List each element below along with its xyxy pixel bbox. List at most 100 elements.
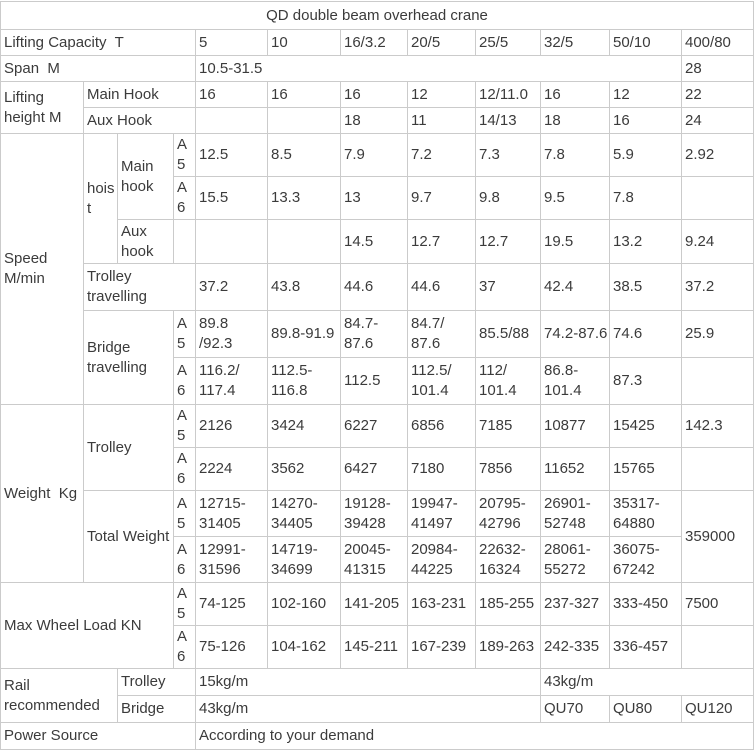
col-header: 20/5 xyxy=(407,29,476,56)
value-cell: 167-239 xyxy=(407,625,476,669)
value-cell: 10877 xyxy=(540,404,610,448)
value-cell: 242-335 xyxy=(540,625,610,669)
value-cell: 37.2 xyxy=(681,263,754,311)
value-cell: 2224 xyxy=(195,447,268,491)
value-cell: 16 xyxy=(609,107,682,134)
value-cell: 11 xyxy=(407,107,476,134)
table-row: Aux hook 14.5 12.7 12.7 19.5 13.2 9.24 xyxy=(1,219,754,264)
class-label-a5: A5 xyxy=(173,310,196,358)
col-header: 5 xyxy=(195,29,268,56)
value-cell xyxy=(195,107,268,134)
table-row: A6 15.5 13.3 13 9.7 9.8 9.5 7.8 xyxy=(1,176,754,220)
col-header: 400/80 xyxy=(681,29,754,56)
class-label-a5: A5 xyxy=(173,490,196,537)
value-cell: 43kg/m xyxy=(540,668,754,696)
table-row: Total Weight A5 12715- 31405 14270- 34405 19… xyxy=(1,490,754,583)
value-cell: 6856 xyxy=(407,404,476,448)
value-cell: 15765 xyxy=(609,447,682,491)
value-cell: 104-162 xyxy=(267,625,341,669)
value-cell xyxy=(681,357,754,405)
table-row: Trolley travelling 37.2 43.8 44.6 44.6 37 42.4… xyxy=(1,263,754,311)
value-cell: 43kg/m xyxy=(195,695,541,723)
value-cell: 15.5 xyxy=(195,176,268,220)
value-cell: 74-125 xyxy=(195,582,268,626)
class-label-a6: A6 xyxy=(173,447,196,491)
value-cell: 24 xyxy=(681,107,754,134)
class-label-a5: A5 xyxy=(173,582,196,626)
value-cell: 9.5 xyxy=(540,176,610,220)
value-cell: 141-205 xyxy=(340,582,408,626)
table-row: Weight Kg Trolley A5 2126 3424 6227 6856 7185 10… xyxy=(0,404,754,583)
table-row: Span M 10.5-31.5 28 xyxy=(0,55,754,82)
value-cell: 16 xyxy=(267,81,341,108)
value-cell: QU120 xyxy=(681,695,754,723)
value-cell: 20045- 41315 xyxy=(340,536,408,583)
value-cell: 12 xyxy=(609,81,682,108)
row-label-weight: Weight Kg xyxy=(0,404,84,583)
class-label-a5: A5 xyxy=(173,133,196,177)
value-cell: 16 xyxy=(340,81,408,108)
value-cell: 116.2/ 117.4 xyxy=(195,357,268,405)
value-cell: 18 xyxy=(340,107,408,134)
label-main-hook: Main Hook xyxy=(83,81,196,108)
table-row: Lifting Capacity T 5 10 16/3.2 20/5 25/5 32/5 5… xyxy=(0,29,754,56)
label-total-weight: Total Weight xyxy=(83,490,174,583)
value-cell: 12715- 31405 xyxy=(195,490,268,537)
value-cell: 7.8 xyxy=(609,176,682,220)
value-cell xyxy=(681,447,754,491)
value-cell: 145-211 xyxy=(340,625,408,669)
value-cell: 19128- 39428 xyxy=(340,490,408,537)
value-cell: 14/13 xyxy=(475,107,541,134)
value-cell: 14.5 xyxy=(340,219,408,264)
value-cell: 13.3 xyxy=(267,176,341,220)
value-cell: 19.5 xyxy=(540,219,610,264)
value-cell: 36075- 67242 xyxy=(609,536,682,583)
value-cell: 37 xyxy=(475,263,541,311)
value-cell: 142.3 xyxy=(681,404,754,448)
value-cell: 15kg/m xyxy=(195,668,541,696)
value-cell: 20984- 44225 xyxy=(407,536,476,583)
row-label-lifting-capacity: Lifting Capacity T xyxy=(0,29,196,56)
value-cell: 163-231 xyxy=(407,582,476,626)
table-row: Lifting height M Main Hook 16 16 16 12 12/11.0… xyxy=(0,81,754,134)
value-cell: 86.8- 101.4 xyxy=(540,357,610,405)
value-cell: 12 xyxy=(407,81,476,108)
row-label-rail-recommended: Rail recommended xyxy=(0,668,118,723)
value-cell: 189-263 xyxy=(475,625,541,669)
value-cell: 42.4 xyxy=(540,263,610,311)
value-cell: 84.7-87.6 xyxy=(340,310,408,358)
col-header: 32/5 xyxy=(540,29,610,56)
value-cell: 112/ 101.4 xyxy=(475,357,541,405)
value-cell: 19947- 41497 xyxy=(407,490,476,537)
col-header: 25/5 xyxy=(475,29,541,56)
value-cell: 28 xyxy=(681,55,754,82)
value-cell: 10.5-31.5 xyxy=(195,55,682,82)
value-cell: 5.9 xyxy=(609,133,682,177)
label-aux-hook: Aux Hook xyxy=(83,107,196,134)
class-label-a6: A6 xyxy=(173,625,196,669)
table-row: Power Source According to your demand xyxy=(0,722,754,750)
value-cell: 9.8 xyxy=(475,176,541,220)
value-cell: 112.5- 116.8 xyxy=(267,357,341,405)
value-cell: 112.5 xyxy=(340,357,408,405)
value-cell: 359000 xyxy=(681,490,754,583)
table-row: Bridge travelling A5 89.8 /92.3 89.8-91.9 84… xyxy=(1,310,754,405)
value-cell: 35317- 64880 xyxy=(609,490,682,537)
value-cell: QU70 xyxy=(540,695,610,723)
value-cell: 20795- 42796 xyxy=(475,490,541,537)
row-label-power-source: Power Source xyxy=(0,722,196,750)
class-label-a6: A6 xyxy=(173,536,196,583)
value-cell: 14719- 34699 xyxy=(267,536,341,583)
value-cell: 7.9 xyxy=(340,133,408,177)
value-cell: 12.7 xyxy=(475,219,541,264)
value-cell: 89.8 /92.3 xyxy=(195,310,268,358)
col-header: 10 xyxy=(267,29,341,56)
row-label-max-wheel-load: Max Wheel Load KN xyxy=(0,582,174,669)
row-label-lifting-height: Lifting height M xyxy=(0,81,84,134)
value-cell: 15425 xyxy=(609,404,682,448)
value-cell: 7.2 xyxy=(407,133,476,177)
value-cell: 43.8 xyxy=(267,263,341,311)
value-cell: 87.3 xyxy=(609,357,682,405)
row-label-span: Span M xyxy=(0,55,196,82)
value-cell: 9.24 xyxy=(681,219,754,264)
